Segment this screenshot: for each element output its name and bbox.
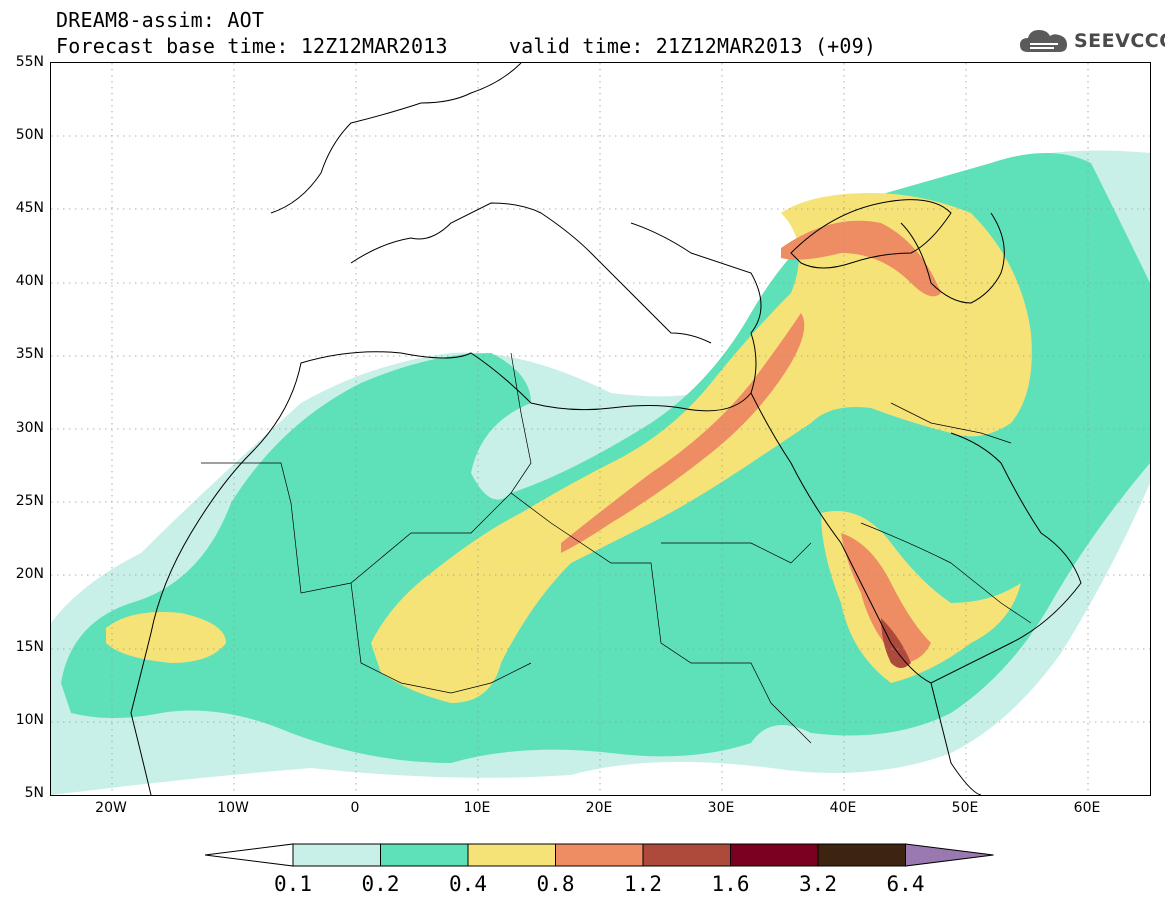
aot-0.8-redsea bbox=[841, 533, 931, 663]
lat-label-30n: 30N bbox=[15, 420, 44, 436]
logo-text: SEEVCCC bbox=[1074, 30, 1165, 52]
lat-label-25n: 25N bbox=[15, 493, 44, 509]
map-title: DREAM8-assim: AOT bbox=[56, 8, 265, 32]
lat-label-45n: 45N bbox=[15, 200, 44, 216]
lat-label-35n: 35N bbox=[15, 346, 44, 362]
coastlines bbox=[130, 63, 1082, 795]
aot-0.8-plume bbox=[561, 313, 805, 553]
lon-label-60e: 60E bbox=[1073, 800, 1101, 816]
colorbar-extend-low bbox=[204, 843, 294, 867]
colorbar-label: 0.1 bbox=[274, 872, 312, 896]
colorbar-label: 0.2 bbox=[361, 872, 400, 896]
lon-label-30e: 30E bbox=[707, 800, 735, 816]
lat-label-5n: 5N bbox=[24, 785, 44, 801]
colorbar-label: 1.6 bbox=[711, 872, 750, 896]
colorbar-box-4 bbox=[642, 843, 731, 867]
colorbar-label: 0.4 bbox=[449, 872, 487, 896]
colorbar-label: 0.8 bbox=[536, 872, 575, 896]
aot-map bbox=[50, 62, 1151, 796]
aot-map-canvas bbox=[51, 63, 1150, 795]
colorbar-box-2 bbox=[467, 843, 556, 867]
aot-1.2-core bbox=[881, 618, 911, 668]
lon-label-20e: 20E bbox=[585, 800, 613, 816]
lon-label-20w: 20W bbox=[95, 800, 127, 816]
colorbar-box-6 bbox=[817, 843, 906, 867]
country-borders bbox=[201, 352, 1032, 744]
graticule bbox=[51, 63, 1150, 795]
seevccc-logo: SEEVCCC bbox=[1018, 24, 1165, 58]
lat-label-15n: 15N bbox=[15, 639, 44, 655]
colorbar-box-1 bbox=[380, 843, 469, 867]
aot-colorbar bbox=[204, 842, 1000, 872]
cloud-icon bbox=[1020, 30, 1067, 52]
lon-label-40e: 40E bbox=[829, 800, 857, 816]
lon-label-10w: 10W bbox=[217, 800, 249, 816]
colorbar-label: 3.2 bbox=[799, 872, 837, 896]
aot-0.4-west bbox=[106, 612, 226, 663]
lat-label-40n: 40N bbox=[15, 273, 44, 289]
lon-label-10e: 10E bbox=[463, 800, 491, 816]
colorbar-label: 1.2 bbox=[624, 872, 662, 896]
colorbar-label: 6.4 bbox=[886, 872, 925, 896]
colorbar-box-0 bbox=[292, 843, 381, 867]
lon-label-0: 0 bbox=[350, 800, 360, 816]
colorbar-boxes bbox=[204, 843, 994, 867]
lat-label-50n: 50N bbox=[15, 127, 44, 143]
lat-label-20n: 20N bbox=[15, 566, 44, 582]
aot-field bbox=[51, 150, 1150, 795]
lat-label-10n: 10N bbox=[15, 712, 44, 728]
colorbar-extend-high bbox=[905, 843, 994, 867]
forecast-time-subtitle: Forecast base time: 12Z12MAR2013 valid t… bbox=[56, 34, 877, 58]
aot-0.8-caucasus bbox=[781, 220, 941, 297]
colorbar-box-5 bbox=[730, 843, 819, 867]
colorbar-box-3 bbox=[555, 843, 644, 867]
lat-label-55n: 55N bbox=[15, 54, 44, 70]
lon-label-50e: 50E bbox=[951, 800, 979, 816]
